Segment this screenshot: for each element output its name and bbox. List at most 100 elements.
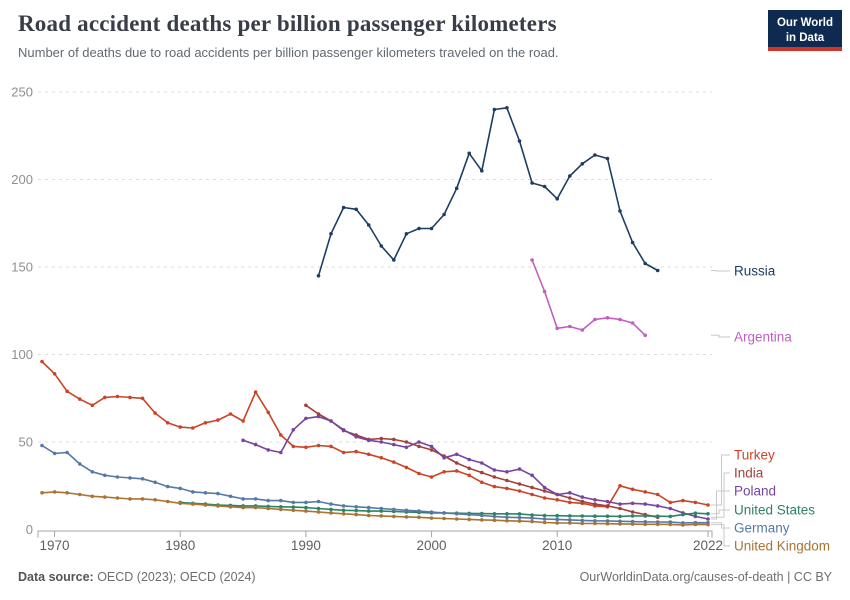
series-point-united-kingdom <box>115 496 120 500</box>
owid-logo-line2: in Data <box>785 31 825 44</box>
series-point-turkey <box>630 487 635 492</box>
series-point-united-states <box>341 508 346 513</box>
series-point-germany <box>316 499 321 504</box>
series-line-poland[interactable] <box>242 415 709 520</box>
series-point-russia <box>542 184 547 189</box>
series-point-united-kingdom <box>555 521 559 525</box>
legend-label-poland[interactable]: Poland <box>734 484 776 499</box>
series-point-turkey <box>329 444 333 449</box>
series-point-turkey <box>693 500 698 505</box>
legend-connector-poland <box>711 490 730 520</box>
series-point-india <box>480 470 484 475</box>
series-point-turkey <box>681 498 685 503</box>
series-point-germany <box>404 508 409 513</box>
series-point-united-kingdom <box>693 522 698 527</box>
series-point-turkey <box>304 445 308 450</box>
series-point-united-kingdom <box>454 517 459 521</box>
series-point-united-kingdom <box>404 515 409 519</box>
series-point-poland <box>467 457 472 462</box>
series-point-india <box>530 485 534 490</box>
series-point-poland <box>429 444 434 449</box>
series-point-united-states <box>379 509 384 513</box>
series-point-turkey <box>530 492 534 497</box>
series-point-germany <box>90 470 95 474</box>
legend-label-united-states[interactable]: United States <box>734 503 815 518</box>
series-point-argentina <box>593 317 597 322</box>
series-point-germany <box>354 505 359 509</box>
series-point-russia <box>366 223 371 227</box>
series-point-united-kingdom <box>417 515 421 520</box>
series-point-argentina <box>530 258 534 262</box>
series-point-united-states <box>630 514 635 518</box>
series-point-united-kingdom <box>542 520 547 525</box>
series-point-russia <box>442 212 446 217</box>
series-line-argentina[interactable] <box>531 259 646 336</box>
data-source-note: Data source: OECD (2023); OECD (2024) <box>18 570 256 584</box>
legend-label-germany[interactable]: Germany <box>734 521 790 536</box>
series-line-turkey[interactable] <box>41 360 709 508</box>
series-point-united-states <box>542 513 547 518</box>
series-point-turkey <box>178 425 182 429</box>
x-axis-line <box>37 530 713 538</box>
series-point-poland <box>241 438 245 443</box>
series-point-poland <box>655 504 660 508</box>
series-line-united-kingdom[interactable] <box>41 491 709 526</box>
series-point-russia <box>618 209 622 213</box>
series-point-united-states <box>580 514 585 518</box>
series-point-poland <box>442 456 446 460</box>
series-point-poland <box>329 419 333 423</box>
series-point-poland <box>266 448 271 452</box>
series-point-united-states <box>593 514 597 518</box>
series-point-india <box>517 482 522 486</box>
x-axis-label-2000: 2000 <box>417 538 447 553</box>
series-point-turkey <box>291 444 296 449</box>
series-point-germany <box>253 497 258 501</box>
series-point-poland <box>630 501 635 506</box>
series-point-germany <box>140 477 145 481</box>
series-point-india <box>630 510 635 514</box>
series-point-turkey <box>542 496 547 500</box>
x-axis-label-2022: 2022 <box>693 538 723 553</box>
series-point-turkey <box>392 460 396 464</box>
legend-label-india[interactable]: India <box>734 466 764 481</box>
series-point-united-kingdom <box>77 492 82 497</box>
legend-label-united-kingdom[interactable]: United Kingdom <box>734 539 830 554</box>
series-point-turkey <box>505 486 509 491</box>
series-point-poland <box>530 473 534 478</box>
series-point-turkey <box>480 480 484 485</box>
series-point-united-kingdom <box>40 491 44 495</box>
series-point-germany <box>392 507 396 512</box>
legend-label-turkey[interactable]: Turkey <box>734 448 775 463</box>
series-point-united-kingdom <box>304 509 308 513</box>
series-point-turkey <box>266 410 271 415</box>
series-line-russia[interactable] <box>317 107 659 277</box>
legend-label-russia[interactable]: Russia <box>734 264 776 279</box>
series-point-germany <box>279 498 283 503</box>
series-point-turkey <box>40 359 44 364</box>
series-point-united-kingdom <box>480 518 484 522</box>
series-point-united-kingdom <box>392 514 396 519</box>
series-point-india <box>467 466 472 471</box>
series-line-germany[interactable] <box>41 444 708 524</box>
series-point-india <box>542 489 547 493</box>
series-point-turkey <box>492 484 497 489</box>
series-point-turkey <box>253 390 258 394</box>
legend-label-argentina[interactable]: Argentina <box>734 330 792 345</box>
series-point-russia <box>593 153 597 157</box>
series-point-united-kingdom <box>668 522 673 527</box>
series-point-russia <box>643 261 647 266</box>
series-point-united-states <box>304 505 308 510</box>
legend-connector-argentina <box>711 334 730 338</box>
series-point-united-states <box>329 507 333 512</box>
series-point-turkey <box>228 412 233 416</box>
series-point-germany <box>40 443 44 448</box>
series-point-russia <box>379 244 384 248</box>
series-point-turkey <box>241 419 245 423</box>
series-point-india <box>580 499 585 504</box>
series-point-russia <box>655 268 660 273</box>
credit-link[interactable]: OurWorldinData.org/causes-of-death | CC … <box>579 570 832 584</box>
series-point-united-kingdom <box>429 516 434 520</box>
series-point-united-kingdom <box>191 502 195 506</box>
series-point-germany <box>505 515 509 520</box>
